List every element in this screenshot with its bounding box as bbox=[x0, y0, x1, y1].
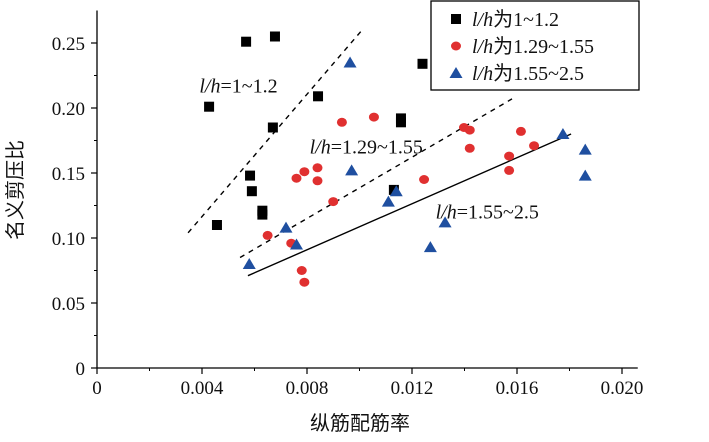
legend-text: 为1.55~2.5 bbox=[493, 62, 584, 85]
legend-marker-square bbox=[451, 14, 461, 24]
x-tick-label: 0.008 bbox=[286, 378, 329, 399]
data-point-circle bbox=[529, 141, 540, 151]
data-point-circle bbox=[299, 167, 310, 177]
data-point-circle bbox=[419, 175, 430, 184]
data-point-circle bbox=[312, 176, 323, 186]
legend: l/h为1~1.2l/h为1.29~1.55l/h为1.55~2.5 bbox=[430, 0, 640, 91]
y-tick-label: 0 bbox=[76, 359, 86, 380]
trend-label-italic: l/h bbox=[436, 202, 457, 224]
data-point-circle bbox=[504, 151, 515, 161]
data-point-square bbox=[395, 117, 406, 128]
data-point-circle bbox=[262, 230, 273, 240]
data-point-circle bbox=[312, 163, 323, 173]
data-point-circle bbox=[336, 117, 347, 127]
series-1 bbox=[204, 31, 428, 230]
y-tick-label: 0.15 bbox=[52, 164, 85, 185]
data-point-triangle bbox=[578, 169, 592, 181]
legend-label-3: l/h为1.55~2.5 bbox=[472, 62, 584, 85]
x-tick-label: 0.016 bbox=[496, 378, 539, 399]
y-tick-label: 0.25 bbox=[52, 34, 85, 55]
data-point-circle bbox=[504, 165, 515, 175]
legend-italic: l/h bbox=[472, 36, 493, 58]
x-axis-label: 纵筋配筋率 bbox=[310, 412, 410, 435]
trend-label-italic: l/h bbox=[199, 75, 220, 97]
trend-label-italic: l/h bbox=[310, 137, 331, 159]
x-tick-label: 0.004 bbox=[181, 378, 224, 399]
data-point-square bbox=[241, 36, 252, 47]
data-point-circle bbox=[515, 126, 526, 136]
data-point-circle bbox=[328, 197, 339, 207]
x-tick-label: 0.020 bbox=[601, 378, 644, 399]
data-point-circle bbox=[296, 266, 307, 275]
data-point-triangle bbox=[279, 221, 293, 233]
data-point-triangle bbox=[423, 241, 437, 253]
data-point-circle bbox=[299, 277, 310, 287]
y-tick-label: 0.10 bbox=[52, 229, 85, 250]
legend-text: 为1~1.2 bbox=[493, 8, 559, 31]
data-point-square bbox=[267, 122, 278, 133]
data-point-triangle bbox=[343, 56, 357, 68]
trend-line-label-2: l/h=1.29~1.55 bbox=[310, 137, 423, 159]
legend-label-1: l/h为1~1.2 bbox=[472, 8, 559, 31]
data-point-circle bbox=[464, 143, 475, 153]
trend-line-label-3: l/h=1.55~2.5 bbox=[436, 202, 539, 224]
y-tick-label: 0.20 bbox=[52, 99, 85, 120]
data-point-circle bbox=[464, 125, 475, 135]
trend-line-3 bbox=[247, 133, 572, 277]
data-point-triangle bbox=[345, 164, 359, 176]
data-point-square bbox=[245, 170, 256, 181]
data-point-circle bbox=[368, 112, 379, 122]
x-tick-label: 0.012 bbox=[391, 378, 434, 399]
data-point-square bbox=[246, 186, 257, 197]
data-point-triangle bbox=[556, 128, 570, 139]
trend-line-label-1: l/h=1~1.2 bbox=[199, 75, 277, 97]
data-point-triangle bbox=[578, 143, 592, 155]
legend-italic: l/h bbox=[472, 63, 493, 85]
data-point-square bbox=[417, 58, 428, 69]
x-tick-label: 0 bbox=[92, 378, 102, 399]
y-axis-label: 名义剪压比 bbox=[4, 140, 27, 240]
legend-label-2: l/h为1.29~1.55 bbox=[472, 35, 594, 58]
trend-label-text: =1.55~2.5 bbox=[457, 202, 539, 224]
legend-box bbox=[430, 0, 640, 91]
legend-text: 为1.29~1.55 bbox=[493, 35, 594, 58]
series-3 bbox=[242, 56, 592, 269]
data-point-triangle bbox=[290, 238, 303, 250]
data-point-triangle bbox=[389, 185, 403, 197]
data-point-square bbox=[257, 209, 268, 220]
data-point-triangle bbox=[242, 258, 256, 269]
legend-italic: l/h bbox=[472, 9, 493, 31]
legend-marker-circle bbox=[451, 41, 461, 51]
trend-label-text: =1.29~1.55 bbox=[331, 137, 423, 159]
data-point-square bbox=[269, 31, 280, 42]
data-point-circle bbox=[291, 173, 302, 183]
data-point-triangle bbox=[438, 216, 452, 228]
data-point-square bbox=[313, 91, 324, 102]
data-point-square bbox=[211, 220, 222, 230]
data-point-square bbox=[204, 101, 215, 112]
y-tick-label: 0.05 bbox=[52, 294, 85, 315]
trend-label-text: =1~1.2 bbox=[221, 75, 278, 97]
data-point-triangle bbox=[381, 195, 395, 207]
legend-marker-triangle bbox=[449, 67, 463, 78]
